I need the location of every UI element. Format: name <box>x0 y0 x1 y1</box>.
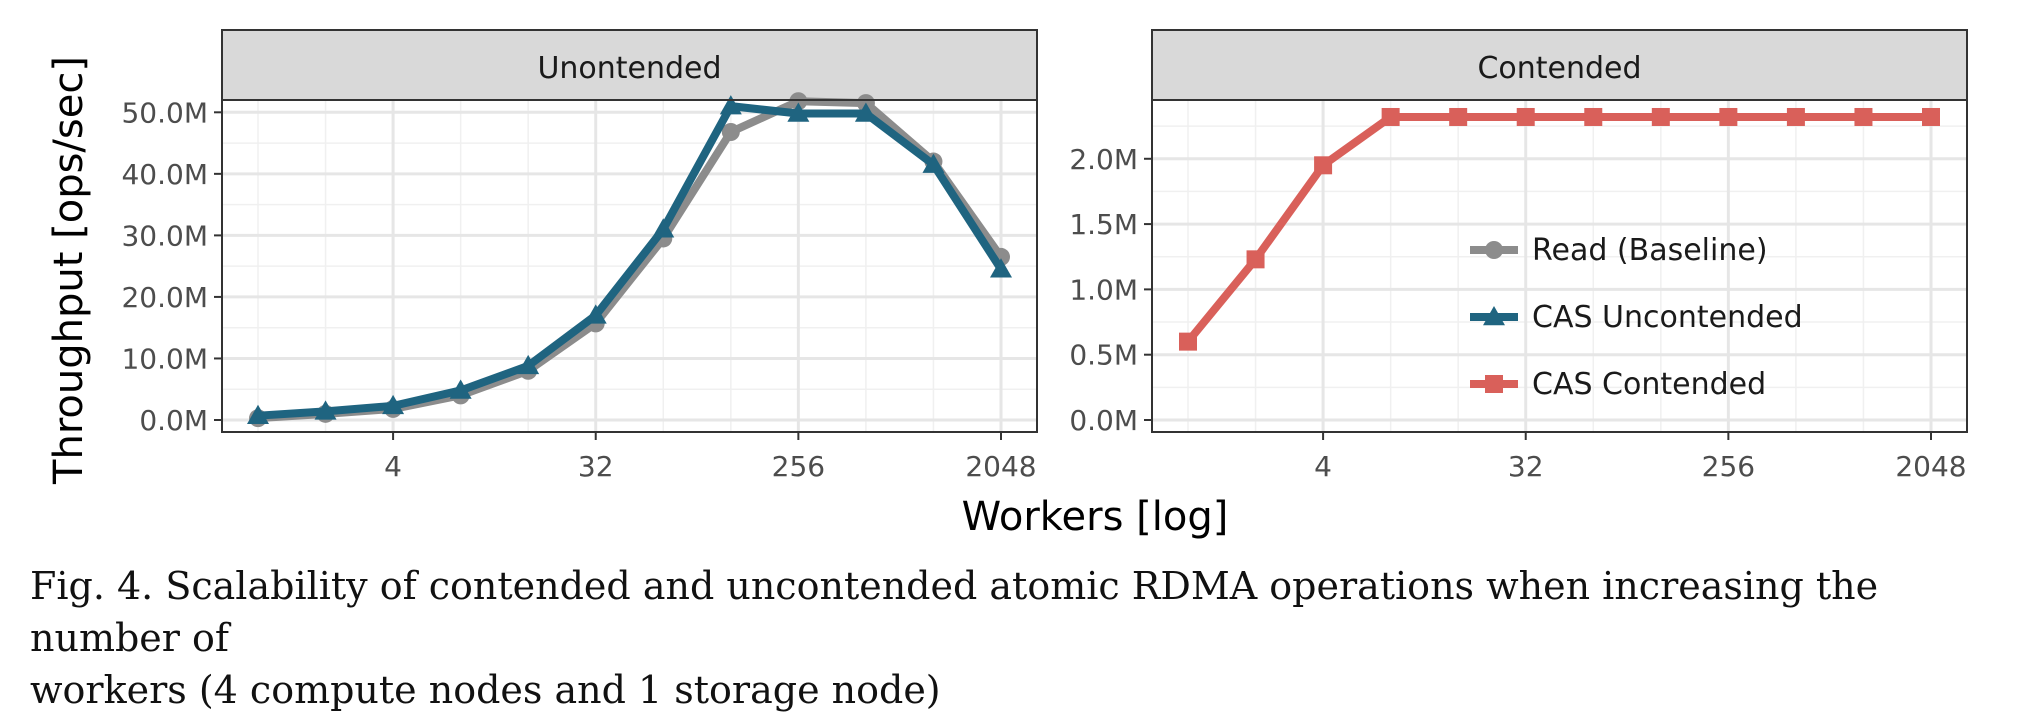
data-point <box>1449 107 1468 126</box>
data-point <box>1516 107 1535 126</box>
panel-title: Unontended <box>537 51 721 86</box>
x-tick-label: 4 <box>384 450 402 483</box>
plot-area <box>1152 100 1967 432</box>
x-tick-label: 4 <box>1314 450 1332 483</box>
data-point <box>584 304 607 324</box>
data-point <box>1314 156 1333 175</box>
panel-strip <box>221 29 1038 101</box>
panel-border <box>1151 99 1968 433</box>
panel-2: Contended 0.0M 0.5M 1.0M 1.5M 2.0M 4 32 256 2048 <box>1069 29 1968 483</box>
y-tick-label: 0.0M <box>1069 404 1138 437</box>
x-tick-label: 256 <box>1702 450 1755 483</box>
data-point <box>1651 107 1670 126</box>
data-point <box>652 218 675 238</box>
data-point <box>990 258 1012 278</box>
panel-strip <box>1151 29 1968 101</box>
legend-label: Read (Baseline) <box>1532 233 1768 268</box>
figure: Unontended0.0M10.0M20.0M30.0M40.0M50.0M4… <box>46 29 1968 540</box>
y-tick-label: 1.0M <box>1069 273 1138 306</box>
legend-item: CAS Uncontended <box>1470 300 1803 335</box>
legend-marker <box>1485 375 1503 393</box>
panel-border <box>221 99 1038 433</box>
legend-label: CAS Uncontended <box>1532 300 1803 335</box>
x-tick-label: 2048 <box>1895 450 1966 483</box>
legend-item: CAS Contended <box>1470 367 1766 402</box>
data-point <box>1719 107 1738 126</box>
data-point <box>1922 107 1940 126</box>
y-tick-label: 1.5M <box>1069 208 1138 241</box>
x-tick-label: 256 <box>772 450 825 483</box>
gridlines <box>222 100 1037 432</box>
x-tick-label: 2048 <box>965 450 1036 483</box>
data-point <box>1246 250 1265 269</box>
data-point <box>1584 107 1603 126</box>
data-point <box>247 404 269 424</box>
caption-line-1: Fig. 4. Scalability of contended and unc… <box>30 564 1879 660</box>
series-line <box>1184 112 1931 345</box>
data-point <box>922 153 945 173</box>
data-point <box>1854 107 1873 126</box>
y-tick-label: 40.0M <box>121 158 208 191</box>
legend-label: CAS Contended <box>1532 367 1766 402</box>
data-point <box>787 102 810 122</box>
series-cas-contended <box>1179 107 1940 351</box>
y-tick-label: 2.0M <box>1069 143 1138 176</box>
legend: Read (Baseline) CAS Uncontended CAS Conten… <box>1470 233 1803 402</box>
legend-marker <box>1485 241 1503 259</box>
data-point <box>719 95 742 115</box>
y-tick-label: 50.0M <box>121 96 208 129</box>
data-point <box>449 379 472 399</box>
data-point <box>1381 107 1400 126</box>
y-tick-label: 20.0M <box>121 281 208 314</box>
x-tick-label: 32 <box>1508 450 1544 483</box>
y-tick-label: 10.0M <box>121 342 208 375</box>
series-cas-uncontended <box>247 95 1012 424</box>
legend-marker <box>1483 306 1505 326</box>
panel-title: Contended <box>1477 51 1641 86</box>
data-point <box>382 394 405 415</box>
data-point <box>517 354 540 375</box>
data-point <box>314 400 337 420</box>
data-point <box>1786 107 1805 126</box>
panel-1: Unontended 0.0M 10.0M 20.0M 30.0M 40.0M 50.0M 4… <box>121 29 1038 483</box>
y-axis-label: Throughput [ops/sec] <box>46 56 92 485</box>
y-tick-label: 0.0M <box>139 404 208 437</box>
data-point <box>1179 332 1197 351</box>
figure-caption: Fig. 4. Scalability of contended and unc… <box>30 560 2000 716</box>
series-line <box>257 102 1005 420</box>
data-point <box>854 102 877 122</box>
x-axis-label: Workers [log] <box>962 494 1229 540</box>
y-tick-label: 30.0M <box>121 219 208 252</box>
legend-item: Read (Baseline) <box>1470 233 1768 268</box>
caption-line-2: workers (4 compute nodes and 1 storage n… <box>30 668 941 712</box>
data-point <box>789 92 808 111</box>
x-tick-label: 32 <box>578 450 614 483</box>
data-point <box>721 123 740 141</box>
y-tick-label: 0.5M <box>1069 339 1138 372</box>
